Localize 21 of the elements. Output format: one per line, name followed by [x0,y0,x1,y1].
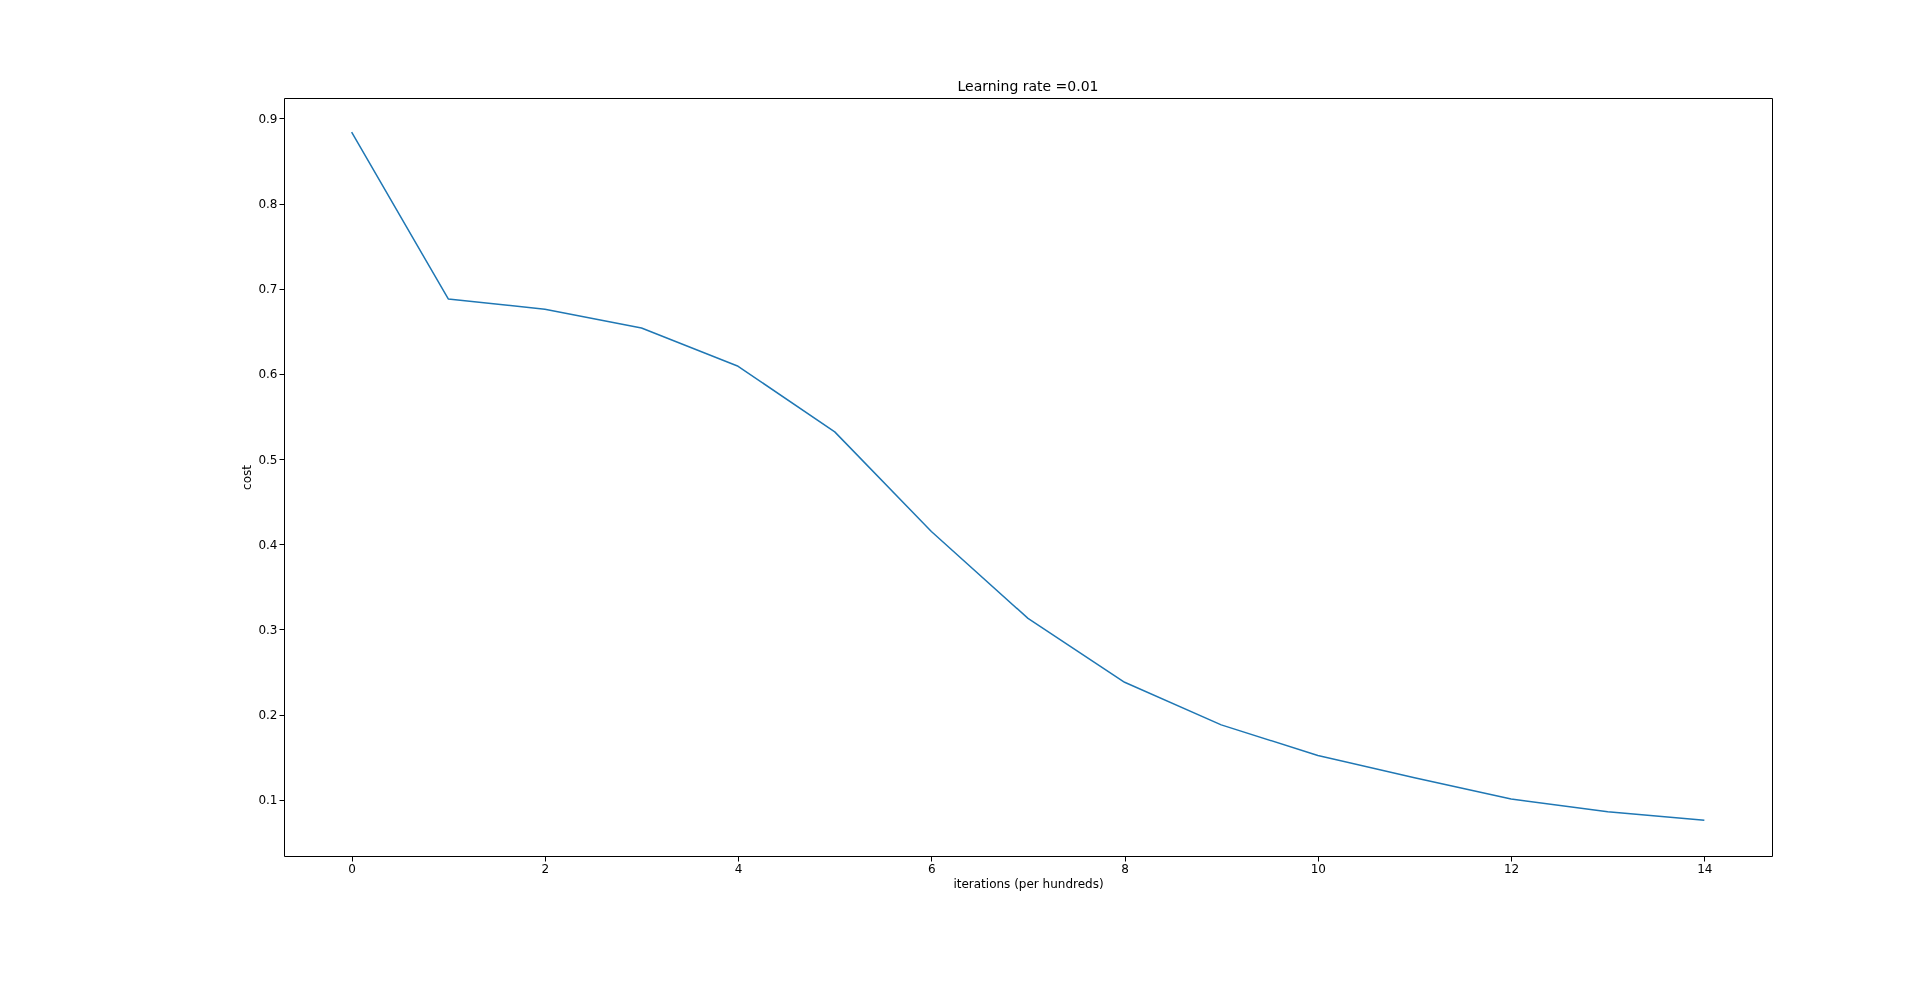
x-tick-label: 14 [1697,861,1713,876]
y-tick-label: 0.6 [258,367,278,382]
y-tick-label: 0.8 [258,197,278,212]
x-tick-label: 0 [348,861,356,876]
x-tick-label: 4 [734,861,743,876]
y-tick-label: 0.7 [258,282,278,297]
y-tick-label: 0.4 [258,537,278,552]
y-tick-label: 0.3 [258,622,278,637]
x-tick-label: 10 [1310,861,1327,876]
y-tick-label: 0.5 [258,452,278,467]
x-tick-label: 2 [541,861,550,876]
y-axis-title: cost [240,464,255,490]
chart-title: Learning rate =0.01 [957,78,1099,94]
x-tick-label: 8 [1121,861,1129,876]
x-axis-title: iterations (per hundreds) [953,876,1104,891]
line-series [350,131,1706,821]
y-tick-label: 0.1 [258,793,278,808]
y-tick-label: 0.2 [258,708,278,723]
y-tick-label: 0.9 [258,111,278,126]
x-tick-label: 12 [1503,861,1520,876]
x-tick-label: 6 [928,861,936,876]
